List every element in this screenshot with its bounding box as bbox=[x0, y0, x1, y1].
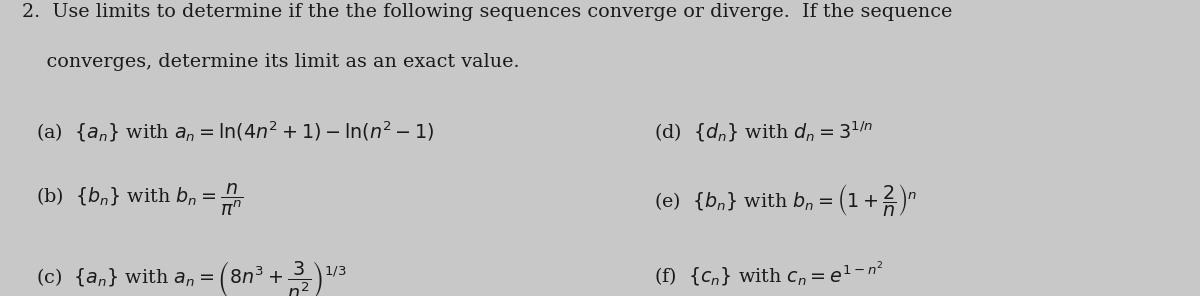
Text: 2.  Use limits to determine if the the following sequences converge or diverge. : 2. Use limits to determine if the the fo… bbox=[22, 3, 952, 21]
Text: (f)  $\{c_n\}$ with $c_n = e^{1-n^2}$: (f) $\{c_n\}$ with $c_n = e^{1-n^2}$ bbox=[654, 260, 883, 288]
Text: (d)  $\{d_n\}$ with $d_n = 3^{1/n}$: (d) $\{d_n\}$ with $d_n = 3^{1/n}$ bbox=[654, 120, 874, 144]
Text: (e)  $\{b_n\}$ with $b_n = \left(1 + \dfrac{2}{n}\right)^n$: (e) $\{b_n\}$ with $b_n = \left(1 + \dfr… bbox=[654, 182, 917, 218]
Text: (a)  $\{a_n\}$ with $a_n = \ln(4n^2+1) - \ln(n^2-1)$: (a) $\{a_n\}$ with $a_n = \ln(4n^2+1) - … bbox=[36, 120, 434, 144]
Text: (c)  $\{a_n\}$ with $a_n = \left(8n^3 + \dfrac{3}{n^2}\right)^{1/3}$: (c) $\{a_n\}$ with $a_n = \left(8n^3 + \… bbox=[36, 260, 347, 296]
Text: converges, determine its limit as an exact value.: converges, determine its limit as an exa… bbox=[22, 53, 520, 71]
Text: (b)  $\{b_n\}$ with $b_n = \dfrac{n}{\pi^n}$: (b) $\{b_n\}$ with $b_n = \dfrac{n}{\pi^… bbox=[36, 182, 244, 218]
